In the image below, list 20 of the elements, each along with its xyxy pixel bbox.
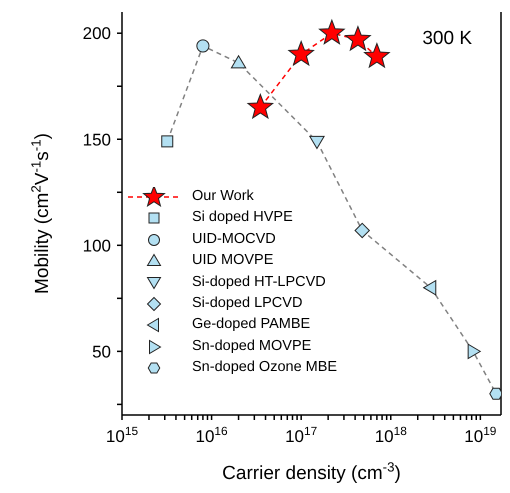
y-tick-label: 100 — [82, 236, 111, 256]
legend-label: Si-doped LPCVD — [192, 294, 302, 314]
legend-label: Ge-doped PAMBE — [192, 315, 310, 334]
legend-label: Si-doped HT-LPCVD — [192, 272, 326, 292]
legend-label: Sn-doped Ozone MBE — [192, 358, 338, 378]
x-tick-label: 10$^{19}$ — [464, 424, 497, 446]
x-tick-label: 10$^{18}$ — [374, 424, 408, 446]
legend-label: Si doped HVPE — [192, 208, 293, 228]
x-tick-label: 10$^{16}$ — [196, 424, 228, 446]
x-tick-label: 10$^{15}$ — [106, 424, 138, 446]
legend-label: Sn-doped MOVPE — [192, 336, 312, 356]
y-tick-label: 150 — [82, 130, 111, 150]
x-tick-label: 10$^{17}$ — [285, 424, 318, 446]
y-tick-label: 200 — [82, 24, 111, 44]
y-tick-label: 50 — [92, 342, 111, 362]
legend-label: Our Work — [192, 187, 254, 206]
x-axis-title: Carrier density (cm$^{-3}$) — [222, 459, 401, 484]
legend-label: UID MOVPE — [192, 251, 274, 270]
annotation: 300 K — [422, 28, 472, 50]
legend-label: UID-MOCVD — [192, 230, 276, 249]
